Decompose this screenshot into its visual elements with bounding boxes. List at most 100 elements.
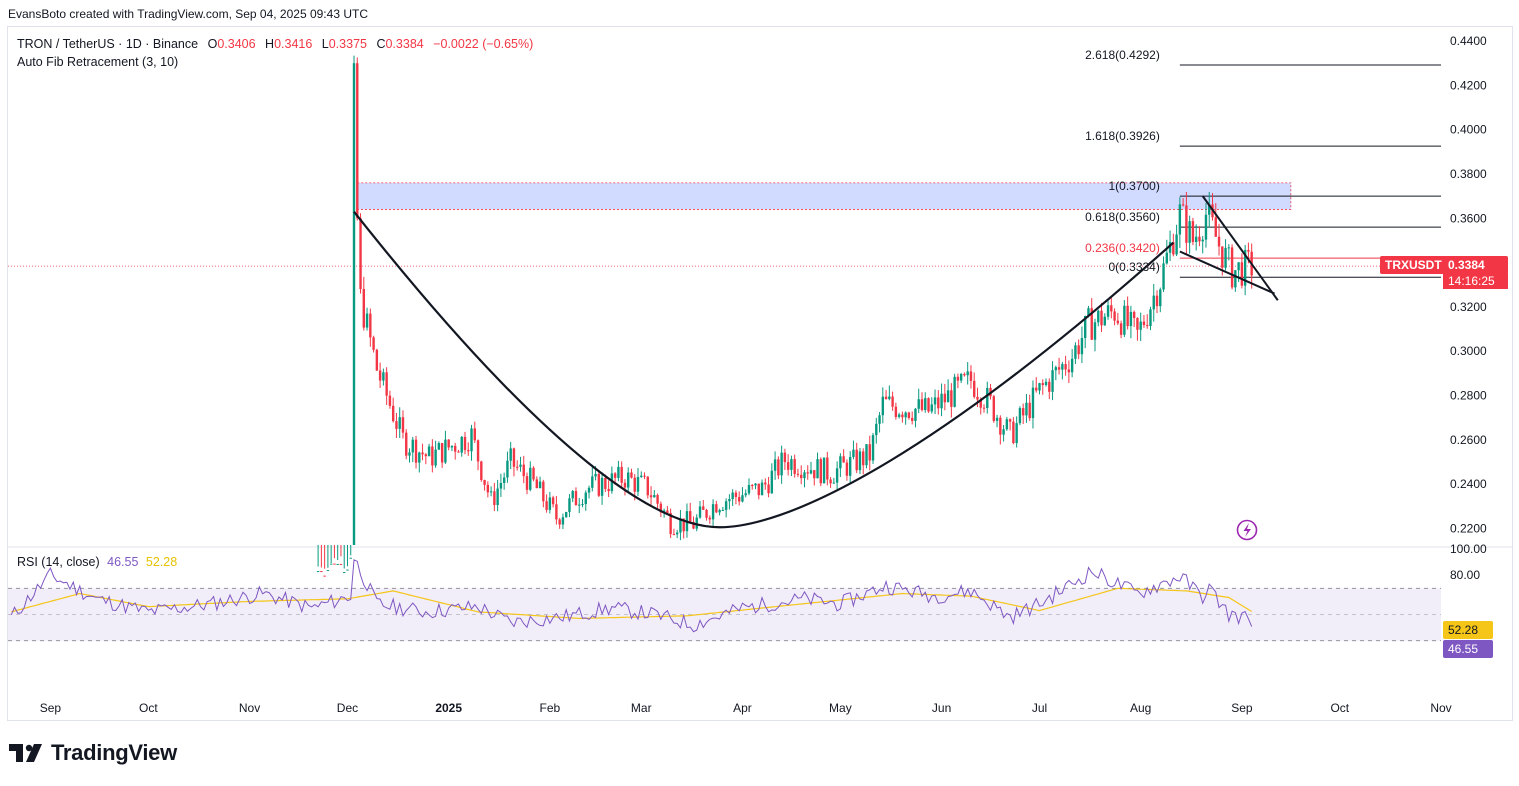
price-axis-label: 0.4200: [1450, 78, 1487, 92]
wedge-upper-line: [1201, 195, 1279, 301]
candle-body: [627, 472, 630, 488]
candle-body: [447, 439, 450, 448]
candle-body: [512, 448, 516, 467]
candle-body: [813, 470, 816, 479]
price-axis-label: 0.2400: [1450, 477, 1487, 491]
candle-body: [440, 443, 444, 463]
candle-body: [695, 517, 698, 529]
candle-body: [1008, 419, 1012, 422]
candle-body: [751, 484, 754, 486]
candle-body: [1185, 205, 1188, 243]
candle-body: [457, 451, 460, 453]
candle-body: [473, 428, 476, 441]
time-axis-label: Dec: [337, 701, 358, 715]
candle-body: [551, 497, 555, 505]
candle-body: [1142, 321, 1146, 326]
fib-level-label: 0.618(0.3560): [1085, 210, 1160, 224]
candle-body: [529, 467, 532, 490]
candle-body: [1103, 316, 1106, 326]
candle-body: [1155, 295, 1159, 307]
rsi-legend[interactable]: RSI (14, close) 46.55 52.28: [17, 555, 177, 569]
candle-body: [1194, 236, 1198, 243]
candle-body: [858, 451, 862, 471]
candle-body: [532, 467, 535, 480]
candle-body: [692, 521, 695, 529]
candle-body: [568, 498, 571, 513]
candle-body: [711, 504, 715, 520]
candle-body: [414, 439, 418, 463]
candle-body: [525, 476, 529, 490]
high-key: H: [265, 37, 275, 51]
candle-body: [1188, 221, 1191, 243]
candle-body: [359, 218, 362, 289]
candle-body: [356, 63, 359, 219]
last-price-tag: 0.3384: [1443, 256, 1508, 274]
time-axis-label: Oct: [139, 701, 158, 715]
candle-body: [421, 452, 424, 455]
candle-body: [940, 393, 943, 409]
candle-body: [852, 449, 855, 458]
price-axis-label: 0.3000: [1450, 344, 1487, 358]
rsi-legend-label: RSI (14, close): [17, 555, 100, 569]
candle-body: [646, 476, 649, 496]
flash-icon[interactable]: [1236, 519, 1258, 541]
candle-body: [946, 390, 950, 403]
candle-body: [591, 476, 594, 488]
candle-body: [486, 484, 490, 493]
candle-body: [1165, 252, 1169, 264]
candle-body: [875, 423, 878, 436]
candle-body: [535, 479, 539, 489]
candle-body: [689, 511, 692, 522]
candle-body: [1080, 338, 1084, 355]
candle-body: [816, 459, 819, 479]
candle-body: [372, 337, 375, 350]
candle-body: [450, 445, 454, 448]
tradingview-logo-icon: [9, 744, 42, 762]
candle-body: [897, 414, 901, 417]
candle-body: [352, 63, 356, 546]
low-value: 0.3375: [328, 37, 367, 51]
candle-body: [871, 435, 875, 461]
candle-body: [1051, 370, 1054, 392]
candle-body: [460, 436, 463, 453]
price-axis-label: 0.3800: [1450, 167, 1487, 181]
symbol-title[interactable]: TRON / TetherUS · 1D · Binance: [17, 37, 199, 51]
candle-body: [519, 464, 522, 467]
candle-body: [316, 571, 320, 573]
candle-body: [545, 501, 548, 510]
candle-body: [806, 472, 809, 474]
candle-body: [365, 313, 369, 328]
candle-body: [538, 481, 542, 489]
candle-body: [767, 484, 770, 494]
candle-body: [571, 491, 574, 499]
candle-body: [1074, 345, 1077, 359]
candle-body: [1083, 316, 1087, 339]
candle-body: [1087, 308, 1090, 317]
candle-body: [653, 495, 656, 498]
price-axis-label: 0.2200: [1450, 521, 1487, 535]
candle-body: [904, 412, 907, 418]
candle-body: [506, 460, 509, 478]
candle-body: [561, 517, 565, 525]
candle-body: [1038, 383, 1041, 391]
candle-body: [375, 349, 379, 371]
candle-body: [770, 470, 774, 494]
candle-body: [1044, 381, 1048, 386]
tradingview-logo[interactable]: TradingView: [9, 740, 177, 766]
candle-body: [1132, 311, 1136, 318]
candle-body: [343, 572, 346, 574]
indicator-legend[interactable]: Auto Fib Retracement (3, 10): [17, 55, 179, 69]
candle-body: [737, 497, 741, 502]
candle-body: [1041, 383, 1044, 386]
candle-body: [943, 393, 947, 403]
candle-body: [574, 491, 578, 506]
fib-level-label: 2.618(0.4292): [1085, 48, 1160, 62]
fib-level-label: 1.618(0.3926): [1085, 129, 1160, 143]
candle-body: [643, 475, 646, 477]
candle-body: [741, 495, 744, 502]
candle-body: [1247, 249, 1250, 252]
chart-attribution: EvansBoto created with TradingView.com, …: [8, 7, 368, 21]
candle-body: [999, 417, 1002, 435]
candle-body: [597, 473, 601, 496]
